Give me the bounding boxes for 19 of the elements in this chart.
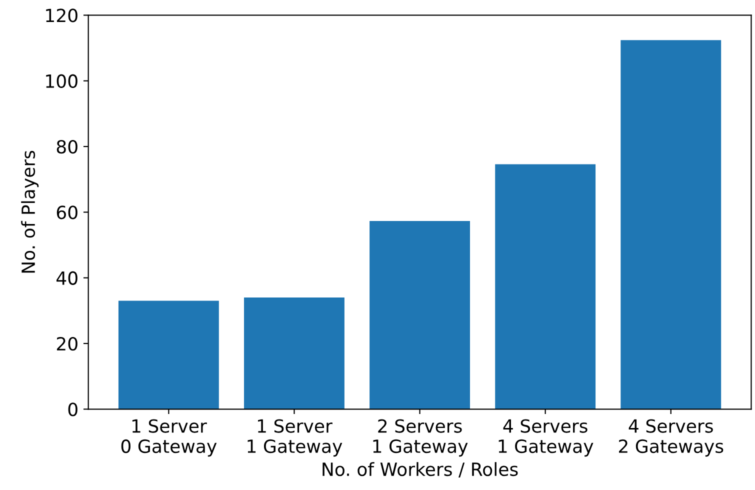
- x-tick-label: 2 Servers 1 Gateway: [373, 419, 468, 457]
- bar: [370, 221, 470, 410]
- x-tick-label: 1 Server 1 Gateway: [248, 419, 342, 457]
- y-tick-label: 40: [56, 271, 78, 285]
- y-tick-label: 60: [56, 206, 78, 220]
- y-tick-label: 120: [46, 8, 78, 22]
- y-tick-label: 80: [56, 140, 78, 154]
- bar: [495, 164, 596, 410]
- y-tick-label: 0: [68, 402, 78, 416]
- bar: [244, 298, 344, 410]
- x-tick-label: 4 Servers 2 Gateways: [619, 419, 724, 457]
- x-tick-label: 4 Servers 1 Gateway: [498, 419, 594, 457]
- x-tick-label: 1 Server 0 Gateway: [121, 419, 217, 457]
- bar: [620, 40, 722, 410]
- y-tick-label: 20: [56, 336, 78, 351]
- y-axis-title: No. of Players: [21, 150, 39, 273]
- y-tick-label: 100: [46, 74, 78, 88]
- x-axis-title: No. of Workers / Roles: [322, 462, 518, 478]
- bar: [118, 300, 219, 410]
